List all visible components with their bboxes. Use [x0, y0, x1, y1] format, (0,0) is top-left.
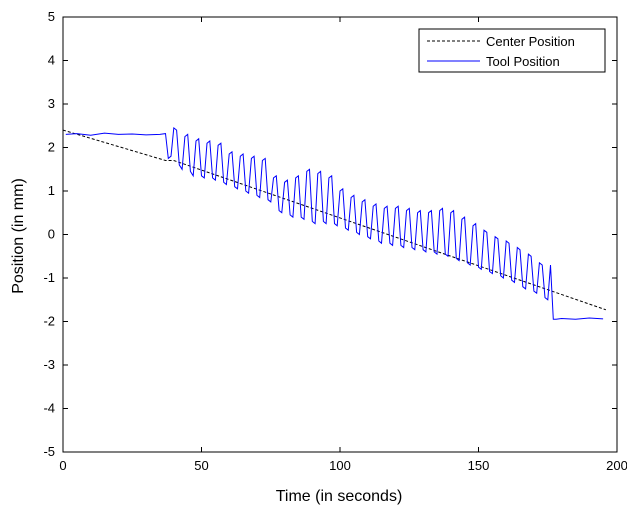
- plot-area: [62, 16, 618, 453]
- legend-label-tool-position: Tool Position: [486, 54, 560, 69]
- y-tick-label: -4: [43, 401, 55, 416]
- x-axis-label: Time (in seconds): [276, 488, 403, 505]
- series-layer: [62, 126, 607, 320]
- y-tick-label: -3: [43, 357, 55, 372]
- legend-box: [418, 28, 606, 73]
- series-line-tool-position: [65, 126, 604, 320]
- x-tick-label: 150: [468, 458, 490, 473]
- y-axis-ticks: 5 4 3 2 1 0 -1 -2 -3 -4 -5: [43, 9, 617, 459]
- y-tick-label: 1: [48, 183, 55, 198]
- x-tick-label: 100: [329, 458, 351, 473]
- y-tick-label: 0: [48, 227, 55, 242]
- series-line-center-position: [62, 129, 607, 311]
- y-axis-label: Position (in mm): [10, 178, 27, 294]
- legend: Center Position Tool Position: [418, 28, 606, 73]
- y-tick-label: -5: [43, 444, 55, 459]
- y-tick-label: 3: [48, 96, 55, 111]
- legend-label-center-position: Center Position: [486, 34, 575, 49]
- x-tick-label: 0: [59, 458, 66, 473]
- y-tick-label: 5: [48, 9, 55, 24]
- x-tick-label: 50: [194, 458, 208, 473]
- x-axis-ticks: 0 50 100 150 200: [59, 17, 627, 473]
- y-tick-label: -1: [43, 270, 55, 285]
- y-tick-label: -2: [43, 314, 55, 329]
- y-tick-label: 2: [48, 140, 55, 155]
- plot-frame: [62, 16, 618, 453]
- y-tick-label: 4: [48, 53, 55, 68]
- x-tick-label: 200: [606, 458, 627, 473]
